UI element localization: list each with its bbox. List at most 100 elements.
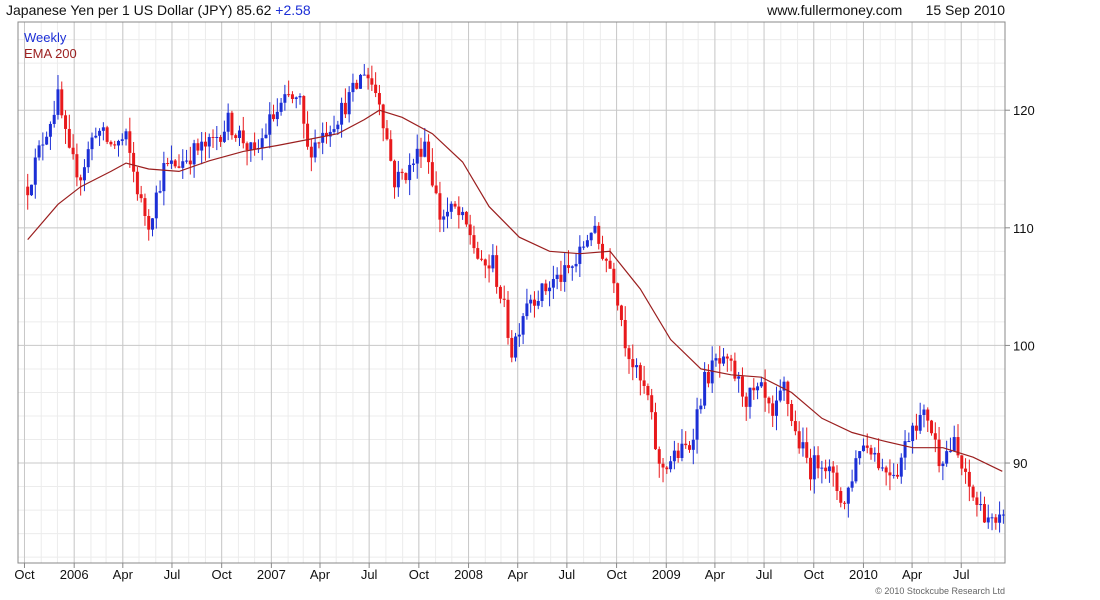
candle-up [574, 263, 578, 267]
x-tick-label: Oct [606, 567, 627, 582]
candle-up [748, 387, 752, 407]
candle-up [215, 136, 219, 138]
candle-up [899, 457, 903, 477]
candle-down [937, 439, 941, 467]
candle-down [835, 472, 839, 492]
candle-down [272, 114, 276, 120]
candle-down [203, 141, 207, 147]
candle-down [623, 320, 627, 349]
candle-down [729, 358, 733, 361]
candle-down [234, 135, 238, 138]
candle-down [790, 404, 794, 422]
candle-up [998, 514, 1002, 523]
candle-down [302, 96, 306, 124]
candle-up [911, 425, 915, 442]
candle-down [135, 171, 139, 195]
x-tick-label: Apr [113, 567, 134, 582]
x-tick-label: 2007 [257, 567, 286, 582]
candle-down [419, 148, 423, 157]
candle-up [120, 139, 124, 141]
candle-down [619, 305, 623, 321]
candle-up [858, 451, 862, 459]
candle-down [971, 486, 975, 498]
candle-up [680, 443, 684, 458]
x-tick-label: Oct [14, 567, 35, 582]
candle-down [60, 89, 64, 116]
candle-up [449, 203, 453, 212]
candle-up [854, 458, 858, 482]
instrument-name: Japanese Yen per 1 US Dollar (JPY) [6, 2, 233, 18]
candle-down [831, 466, 835, 473]
candle-up [536, 301, 540, 306]
candle-down [177, 166, 181, 168]
candle-down [933, 433, 937, 440]
candle-up [181, 161, 185, 168]
x-tick-label: Jul [953, 567, 970, 582]
candle-down [317, 142, 321, 144]
candle-down [132, 152, 136, 172]
candle-up [48, 123, 52, 137]
candle-down [816, 455, 820, 469]
candle-down [366, 74, 370, 79]
candle-down [67, 128, 71, 148]
candle-up [952, 437, 956, 452]
candle-up [154, 192, 158, 219]
x-tick-label: 2010 [849, 567, 878, 582]
y-tick-label: 90 [1013, 456, 1027, 471]
candle-up [578, 246, 582, 264]
candle-down [793, 421, 797, 432]
plot-frame [17, 21, 1006, 564]
chart-header-right: www.fullermoney.com 15 Sep 2010 [767, 2, 1005, 18]
candle-down [608, 260, 612, 269]
candle-down [498, 286, 502, 299]
candle-up [33, 157, 37, 185]
x-tick-label: Jul [559, 567, 576, 582]
candle-up [582, 246, 586, 248]
candle-down [139, 194, 143, 199]
candle-up [759, 382, 763, 387]
candle-down [71, 147, 75, 155]
candle-up [703, 371, 707, 406]
candle-up [45, 136, 49, 145]
candle-up [283, 94, 287, 103]
candle-up [555, 274, 559, 280]
y-tick-label: 120 [1013, 103, 1035, 118]
candle-down [839, 491, 843, 503]
candle-up [264, 134, 268, 139]
candle-up [321, 132, 325, 143]
candle-down [230, 112, 234, 136]
candle-up [340, 102, 344, 125]
candle-up [359, 74, 363, 89]
candle-up [986, 517, 990, 523]
candle-up [332, 129, 336, 132]
candle-up [756, 386, 760, 391]
candle-up [162, 163, 166, 192]
candle-down [400, 171, 404, 174]
candle-up [850, 481, 854, 488]
candle-up [52, 114, 56, 124]
candle-down [631, 359, 635, 368]
candle-down [888, 472, 892, 476]
candle-down [843, 502, 847, 504]
candle-up [124, 131, 128, 140]
candle-up [846, 487, 850, 504]
candle-down [113, 144, 117, 146]
candle-up [873, 452, 877, 455]
candle-down [706, 371, 710, 384]
candle-up [192, 143, 196, 165]
candle-down [914, 425, 918, 431]
candle-up [411, 163, 415, 165]
candle-down [404, 173, 408, 181]
candle-down [495, 255, 499, 287]
x-tick-label: Apr [310, 567, 331, 582]
candle-up [945, 451, 949, 464]
candle-down [786, 381, 790, 405]
candle-up [979, 504, 983, 506]
candle-down [464, 211, 468, 225]
candle-up [774, 400, 778, 416]
candle-down [661, 463, 665, 468]
candle-down [377, 93, 381, 105]
candle-down [604, 258, 608, 261]
candle-down [566, 265, 570, 268]
